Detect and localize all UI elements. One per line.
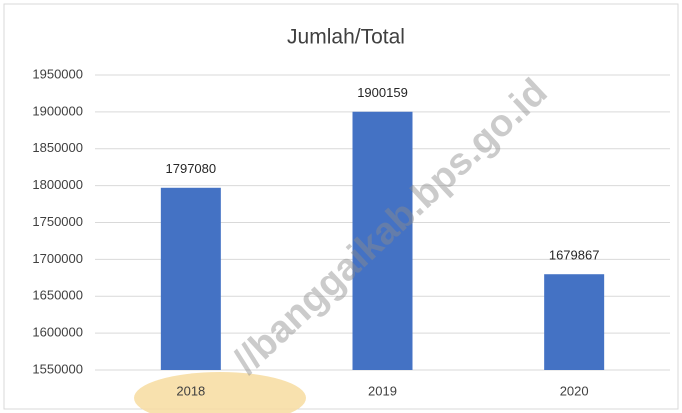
x-tick-label: 2020	[560, 383, 589, 398]
y-tick-label: 1750000	[32, 214, 83, 229]
data-label: 1797080	[166, 161, 217, 176]
bar	[160, 187, 221, 370]
data-label: 1900159	[357, 85, 408, 100]
y-tick-label: 1550000	[32, 361, 83, 376]
y-tick-label: 1950000	[32, 66, 83, 81]
y-tick-label: 1600000	[32, 325, 83, 340]
data-label: 1679867	[549, 248, 600, 263]
y-tick-label: 1850000	[32, 140, 83, 155]
bar	[544, 274, 605, 370]
x-tick-label: 2019	[368, 383, 397, 398]
plot-area: 1550000 1600000 1650000 1700000 1750000 18000…	[32, 66, 670, 398]
y-tick-label: 1800000	[32, 177, 83, 192]
y-tick-label: 1650000	[32, 288, 83, 303]
y-tick-label: 1700000	[32, 251, 83, 266]
highlight	[134, 372, 306, 413]
bar	[352, 111, 413, 370]
chart-title: Jumlah/Total	[287, 26, 405, 49]
y-tick-label: 1900000	[32, 103, 83, 118]
x-tick-label: 2018	[176, 383, 205, 398]
